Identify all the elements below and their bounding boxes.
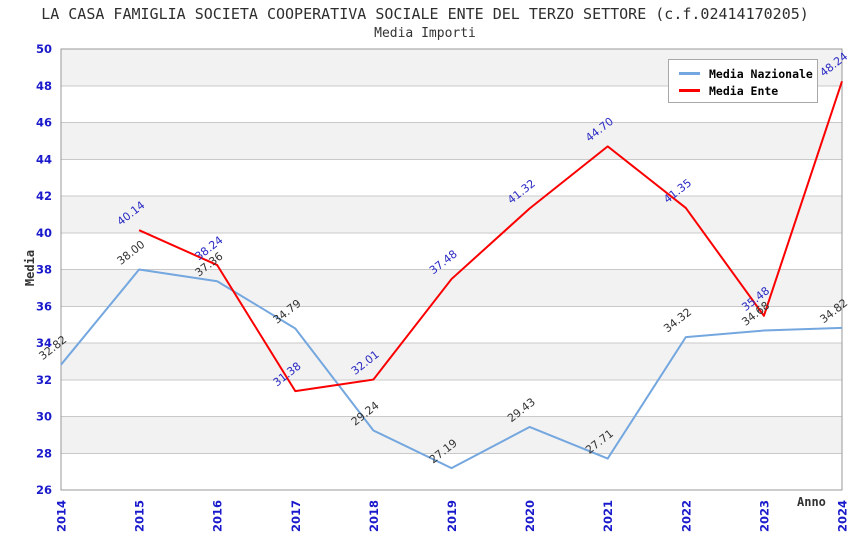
x-tick-label: 2024 xyxy=(836,500,850,532)
series-line-0 xyxy=(60,268,843,470)
legend-line-sample-ente xyxy=(679,89,700,92)
y-tick-label: 26 xyxy=(36,483,52,497)
series-line-1 xyxy=(138,81,843,393)
y-tick-label: 40 xyxy=(36,226,52,240)
y-tick-label: 44 xyxy=(36,152,52,166)
x-axis-title: Anno xyxy=(797,495,826,509)
x-tick-label: 2014 xyxy=(55,500,69,532)
y-axis-title: Media xyxy=(23,249,37,287)
legend-line-sample-nazionale xyxy=(679,72,700,75)
plot-band xyxy=(61,453,842,490)
x-tick-label: 2017 xyxy=(289,500,303,532)
x-tick-label: 2020 xyxy=(523,500,537,532)
y-tick-label: 28 xyxy=(36,446,52,460)
legend-item-ente: Media Ente xyxy=(679,82,817,99)
chart-subtitle: Media Importi xyxy=(374,26,476,41)
plot-band xyxy=(61,232,842,270)
plot-band xyxy=(61,379,842,417)
plot-border xyxy=(60,48,843,491)
x-tick-label: 2015 xyxy=(133,500,147,532)
plot-band xyxy=(61,343,842,380)
x-tick-label: 2021 xyxy=(601,500,615,532)
legend-item-nazionale: Media Nazionale xyxy=(679,65,817,82)
y-tick-label: 34 xyxy=(36,336,52,350)
y-tick-label: 32 xyxy=(36,373,52,387)
chart-title: LA CASA FAMIGLIA SOCIETA COOPERATIVA SOC… xyxy=(41,5,809,23)
legend-label-ente: Media Ente xyxy=(709,83,779,98)
plot-band xyxy=(61,416,842,454)
plot-band xyxy=(61,306,842,343)
x-tick-label: 2022 xyxy=(679,500,693,532)
y-tick-label: 36 xyxy=(36,299,52,313)
x-tick-label: 2019 xyxy=(445,500,459,532)
y-tick-label: 30 xyxy=(36,410,52,424)
legend: Media Nazionale Media Ente xyxy=(668,59,818,103)
y-tick-label: 50 xyxy=(36,42,52,56)
legend-label-nazionale: Media Nazionale xyxy=(709,66,813,81)
y-tick-label: 46 xyxy=(36,116,52,130)
y-tick-label: 38 xyxy=(36,263,52,277)
plot-band xyxy=(61,269,842,307)
y-tick-label: 42 xyxy=(36,189,52,203)
plot-band xyxy=(61,122,842,160)
plot-band xyxy=(61,196,842,233)
x-tick-label: 2018 xyxy=(367,500,381,532)
x-tick-label: 2016 xyxy=(211,500,225,532)
plot-band xyxy=(61,159,842,196)
y-tick-label: 48 xyxy=(36,79,52,93)
x-tick-label: 2023 xyxy=(757,500,771,532)
